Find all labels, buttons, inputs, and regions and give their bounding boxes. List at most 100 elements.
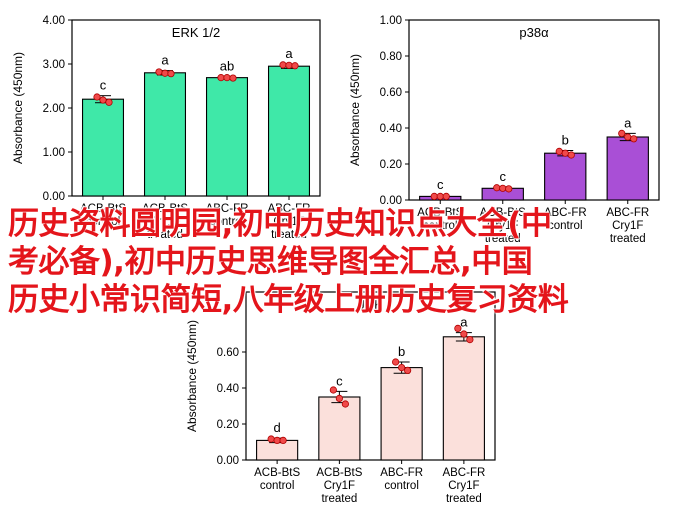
x-category-label: ABC-FR <box>206 203 249 215</box>
x-category-label: ABC-FR <box>606 207 649 219</box>
bar <box>205 77 249 197</box>
bar <box>267 65 311 197</box>
bar <box>143 72 187 197</box>
data-point <box>460 330 468 338</box>
y-tick-label: 0.80 <box>380 51 402 63</box>
y-tick-label: 1.00 <box>380 15 402 27</box>
data-point <box>618 129 626 137</box>
data-point <box>466 335 474 344</box>
data-point <box>267 435 275 443</box>
overlay-text-line-2: 考必备),初中历史思维导图全汇总,中国 <box>8 244 533 280</box>
data-point <box>454 324 462 332</box>
significance-letter: b <box>398 344 405 359</box>
data-point <box>392 358 400 366</box>
data-point <box>161 69 169 77</box>
y-tick-label: 0.20 <box>380 159 402 171</box>
data-point <box>335 394 343 402</box>
y-tick-label: 3.00 <box>43 59 65 71</box>
x-category-label: control <box>423 220 458 232</box>
significance-letter: c <box>500 169 507 184</box>
y-tick-label: 0.40 <box>217 383 239 395</box>
x-category-label: control <box>548 220 583 232</box>
x-category-label: Cry1F <box>273 216 304 228</box>
plot-frame <box>245 291 496 461</box>
data-point <box>285 61 293 69</box>
y-axis-label: Absorbance (450nm) <box>11 52 25 164</box>
y-tick-label: 0.00 <box>217 455 239 467</box>
x-category-label: control <box>210 216 245 228</box>
x-category-label: Cry1F <box>487 220 518 232</box>
data-point <box>223 74 231 82</box>
significance-letter: a <box>460 315 468 330</box>
data-point <box>329 386 337 394</box>
data-point <box>279 436 287 444</box>
y-axis-label: Absorbance (450nm) <box>348 54 362 166</box>
y-tick-label: 0.40 <box>380 123 402 135</box>
data-point <box>555 147 563 155</box>
data-point <box>279 61 287 69</box>
bar <box>606 136 649 201</box>
data-point <box>398 363 406 372</box>
x-category-label: ABC-FR <box>380 467 423 479</box>
x-category-label: ACB-BtS <box>254 467 300 479</box>
x-category-label: treated <box>271 229 307 241</box>
x-category-label: treated <box>147 229 183 241</box>
x-category-label: control <box>86 216 121 228</box>
data-point <box>430 192 438 200</box>
data-point <box>624 133 632 141</box>
bar <box>81 98 125 197</box>
significance-letter: c <box>336 373 343 388</box>
x-category-label: Cry1F <box>149 216 180 228</box>
x-category-label: treated <box>485 233 521 245</box>
chart-title: p38α <box>519 25 549 40</box>
y-tick-label: 0.00 <box>43 191 65 203</box>
bar <box>380 367 423 461</box>
y-tick-label: 0.00 <box>380 195 402 207</box>
data-point <box>229 74 237 82</box>
chart-title: JNK <box>358 297 383 312</box>
x-category-label: ACB-BtS <box>316 467 362 479</box>
data-point <box>167 70 175 78</box>
x-category-label: ABC-FR <box>544 207 587 219</box>
data-point <box>499 184 507 192</box>
data-point <box>93 93 101 101</box>
y-tick-label: 2.00 <box>43 103 65 115</box>
data-point <box>442 192 450 200</box>
x-category-label: ABC-FR <box>268 203 311 215</box>
data-point <box>99 96 107 104</box>
x-category-label: ABC-FR <box>442 467 485 479</box>
data-point <box>273 436 281 444</box>
plot-frame <box>408 19 660 201</box>
data-point <box>217 74 225 82</box>
x-category-label: treated <box>610 233 646 245</box>
x-category-label: ACB-BtS <box>80 203 126 215</box>
data-point <box>341 400 349 408</box>
x-category-label: Cry1F <box>448 480 479 492</box>
x-category-label: control <box>384 480 419 492</box>
x-category-label: treated <box>446 493 482 505</box>
x-category-label: ACB-BtS <box>142 203 188 215</box>
bar <box>544 152 587 201</box>
x-category-label: Cry1F <box>612 220 643 232</box>
x-category-label: Cry1F <box>324 480 355 492</box>
x-category-label: ACB-BtS <box>480 207 526 219</box>
significance-letter: ab <box>220 58 234 73</box>
data-point <box>567 151 575 159</box>
significance-letter: a <box>624 115 632 130</box>
significance-letter: a <box>285 46 293 61</box>
y-axis-label: Absorbance (450nm) <box>185 320 199 432</box>
x-category-label: ACB-BtS <box>417 207 463 219</box>
x-category-label: treated <box>321 493 357 505</box>
overlay-text-line-3: 历史小常识简短,八年级上册历史复习资料 <box>8 282 569 318</box>
bar <box>442 336 485 461</box>
y-tick-label: 0.60 <box>380 87 402 99</box>
significance-letter: c <box>100 78 107 93</box>
data-point <box>505 185 513 193</box>
data-point <box>561 149 569 157</box>
y-tick-label: 4.00 <box>43 15 65 27</box>
data-point <box>436 192 444 200</box>
data-point <box>630 135 638 143</box>
chart-title: ERK 1/2 <box>172 25 220 40</box>
y-tick-label: 0.60 <box>217 347 239 359</box>
